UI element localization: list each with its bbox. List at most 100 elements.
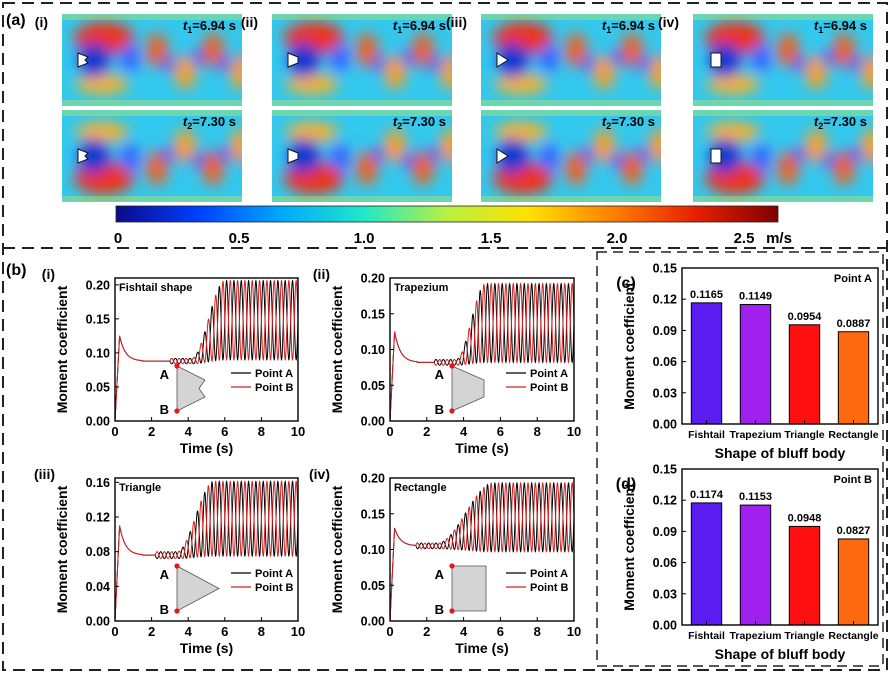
y-axis-label: Moment coefficient: [329, 285, 345, 413]
flow-field-content: [481, 110, 661, 202]
bluff-body-fishtail: [77, 52, 89, 68]
point-b-label: B: [160, 402, 169, 417]
legend-label-point-b: Point B: [530, 582, 569, 594]
vortex-yellow-lower: [495, 74, 547, 94]
wake-blue: [120, 144, 140, 172]
shed-vortex: [174, 55, 196, 89]
wall-top: [481, 14, 661, 20]
panel-label: (c): [616, 275, 636, 292]
x-axis-label: Shape of bluff body: [715, 646, 846, 662]
legend-label-point-a: Point A: [530, 368, 568, 380]
x-tick-label: 10: [291, 624, 305, 639]
y-tick-label: 0.05: [361, 579, 385, 593]
series-line-point-a: [114, 480, 299, 622]
legend-label-point-b: Point B: [530, 382, 569, 394]
y-axis-label: Moment coefficient: [54, 485, 70, 613]
y-tick-label: 0.15: [86, 312, 110, 326]
point-b-marker: [174, 608, 180, 614]
y-tick-label: 0.00: [361, 415, 385, 429]
time-value: =7.30 s: [823, 114, 867, 129]
bar-chart-point-b: 0.1174 Fishtail 0.1153 Trapezium 0.0948 Trian…: [616, 463, 879, 663]
wake-blue: [751, 144, 771, 172]
wake-low-speed: [78, 138, 110, 174]
y-tick-label: 0.05: [361, 379, 385, 393]
vortex-yellow-lower: [286, 74, 338, 94]
time-subscript: 1: [818, 25, 823, 35]
shed-vortex: [861, 129, 873, 163]
flow-field-blobs: [705, 122, 873, 194]
wake-low-speed: [497, 42, 529, 78]
flow-field-content: [693, 14, 873, 106]
y-tick-label: 0.20: [86, 278, 110, 292]
shed-vortex: [202, 151, 224, 185]
shed-vortex: [649, 129, 661, 163]
point-a-marker: [174, 363, 180, 369]
y-tick-label: 0.10: [361, 543, 385, 557]
wake-low-speed: [709, 42, 741, 78]
time-label: t2=7.30 s: [602, 114, 655, 131]
shed-vortex: [805, 55, 827, 89]
flow-field-content: [62, 110, 242, 202]
y-tick-label: 0.00: [653, 418, 677, 432]
point-b-marker: [449, 608, 455, 614]
series-line-point-b: [114, 480, 299, 622]
shed-vortex: [412, 33, 434, 67]
flow-field-blobs: [493, 122, 661, 194]
colorbar-tick: 0.5: [229, 230, 250, 247]
x-tick-label: 6: [221, 624, 228, 639]
colorbar-unit: m/s: [766, 230, 792, 247]
time-var: t: [602, 18, 607, 33]
x-tick-label: 10: [567, 624, 581, 639]
time-var: t: [602, 114, 607, 129]
series-line-point-b: [389, 481, 575, 622]
vortex-yellow-lower: [286, 122, 338, 142]
y-tick-label: 0.09: [653, 525, 677, 539]
y-tick-label: 0.15: [653, 262, 677, 276]
flow-field-blobs: [284, 122, 452, 194]
shed-vortex: [230, 55, 242, 89]
flow-field-trapezium-1: t1=6.94 s: [272, 14, 452, 106]
flow-field-content: [62, 14, 242, 106]
legend-label-point-b: Point B: [255, 582, 294, 594]
x-axis-label: Time (s): [180, 440, 233, 456]
flow-column-label: (iii): [446, 14, 467, 30]
wake-low-speed: [288, 138, 320, 174]
point-a-label: A: [435, 367, 445, 382]
y-axis-label: Moment coefficient: [621, 282, 637, 410]
shed-vortex: [440, 55, 452, 89]
colorbar-gradient: [115, 205, 779, 223]
shed-vortex: [593, 55, 615, 89]
y-tick-label: 0.15: [361, 507, 385, 521]
wall-top: [62, 110, 242, 116]
wake-blue: [330, 144, 350, 172]
bar-rectangle: [837, 331, 870, 425]
colorbar-tick: 0: [114, 230, 122, 247]
x-axis-label: Time (s): [455, 440, 508, 456]
time-label: t1=6.94 s: [183, 18, 236, 35]
y-tick-label: 0.15: [653, 463, 677, 477]
y-axis-label: Moment coefficient: [621, 483, 637, 611]
flow-column-label: (ii): [241, 14, 258, 30]
x-category-label: Fishtail: [688, 630, 725, 642]
shed-vortex: [833, 151, 855, 185]
x-tick-label: 2: [423, 624, 430, 639]
wall-bottom: [272, 196, 452, 202]
panel-cd-frame: [596, 251, 884, 667]
x-tick-label: 6: [221, 424, 228, 439]
vortex-yellow-lower: [707, 122, 759, 142]
time-label: t2=7.30 s: [393, 114, 446, 131]
chart-title: Point B: [834, 474, 873, 486]
x-tick-label: 4: [185, 424, 193, 439]
shed-vortex: [805, 129, 827, 163]
shed-vortex: [440, 129, 452, 163]
inset-shape-trapezium: [451, 365, 485, 412]
wake-low-speed: [78, 42, 110, 78]
time-var: t: [393, 18, 398, 33]
x-category-label: Rectangle: [828, 429, 878, 441]
wake-blue: [751, 44, 771, 72]
plot-frame: [114, 277, 299, 422]
shed-vortex: [202, 33, 224, 67]
moment-plot-triangle: 0 2 4 6 8 10 0.00 0.04 0.08 0.12 0.16 Time (s) Momen…: [34, 466, 305, 656]
shed-vortex: [384, 55, 406, 89]
shed-vortex: [833, 33, 855, 67]
